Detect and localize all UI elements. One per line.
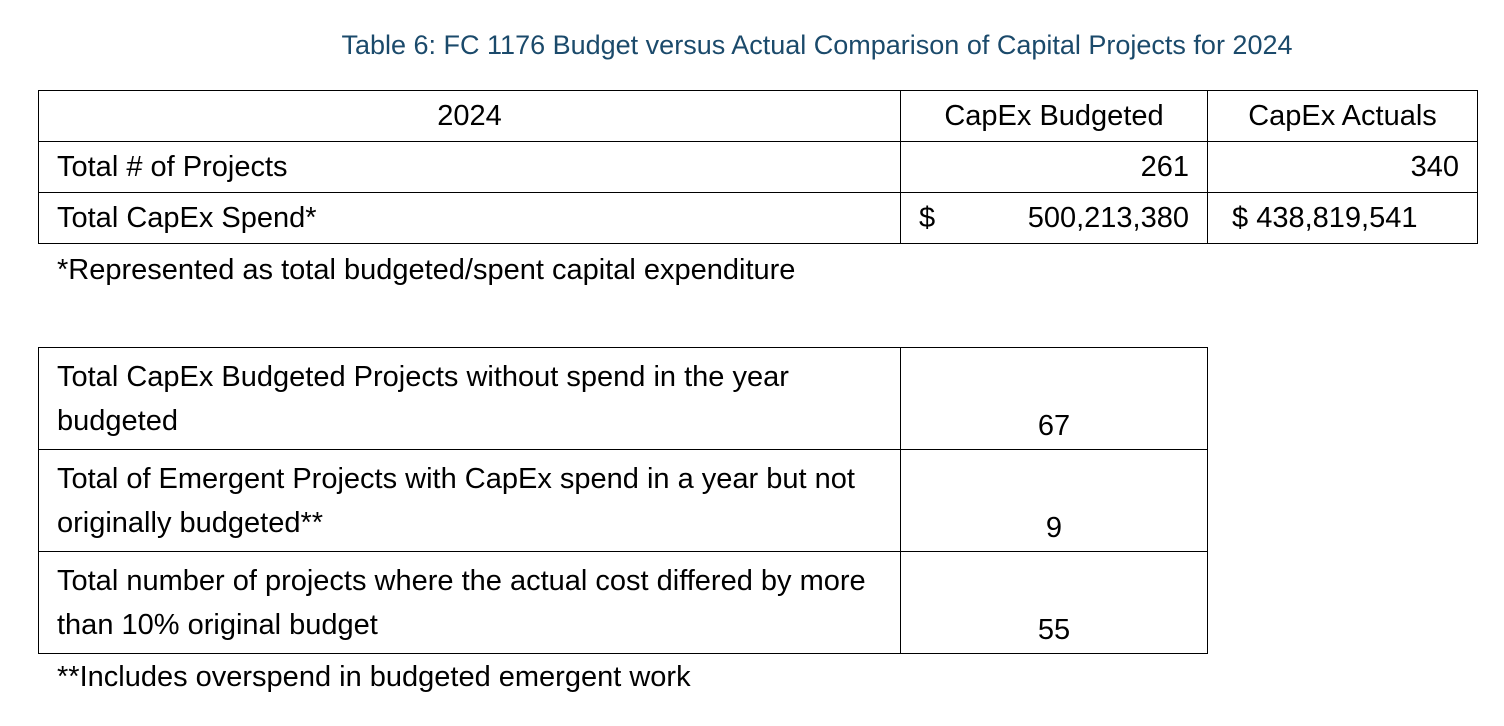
header-cell: 2024 — [38, 90, 901, 142]
footnote: **Includes overspend in budgeted emergen… — [57, 661, 691, 693]
cell: $ 438,819,541 — [1207, 192, 1478, 244]
amount: 500,213,380 — [1027, 201, 1189, 234]
row: Total of Emergent Projects with CapEx sp… — [38, 449, 1208, 552]
projects-table: Total CapEx Budgeted Projects without sp… — [38, 347, 1208, 654]
row: Total CapEx Spend* $500,213,380 $ 438,81… — [38, 192, 1478, 244]
currency: $ — [919, 201, 936, 234]
cell: 261 — [900, 141, 1208, 193]
table-title: Table 6: FC 1176 Budget versus Actual Co… — [341, 30, 1293, 60]
row: Total # of Projects 261 340 — [38, 141, 1478, 193]
header-cell: CapEx Actuals — [1207, 90, 1478, 142]
header-cell: CapEx Budgeted — [900, 90, 1208, 142]
budget-table: 2024 CapEx Budgeted CapEx Actuals Total … — [38, 90, 1478, 244]
cell: 55 — [900, 551, 1208, 654]
row-label: Total of Emergent Projects with CapEx sp… — [38, 449, 901, 552]
cell: 340 — [1207, 141, 1478, 193]
currency: $ — [1232, 201, 1249, 234]
header-row: 2024 CapEx Budgeted CapEx Actuals — [38, 90, 1478, 142]
row-label: Total number of projects where the actua… — [38, 551, 901, 654]
cell: 67 — [900, 347, 1208, 450]
row-label: Total CapEx Spend* — [38, 192, 901, 244]
row: Total number of projects where the actua… — [38, 551, 1208, 654]
row-label: Total # of Projects — [38, 141, 901, 193]
cell: 9 — [900, 449, 1208, 552]
footnote: *Represented as total budgeted/spent cap… — [57, 254, 796, 286]
amount: 438,819,541 — [1256, 201, 1418, 234]
row: Total CapEx Budgeted Projects without sp… — [38, 347, 1208, 450]
row-label: Total CapEx Budgeted Projects without sp… — [38, 347, 901, 450]
cell: $500,213,380 — [900, 192, 1208, 244]
